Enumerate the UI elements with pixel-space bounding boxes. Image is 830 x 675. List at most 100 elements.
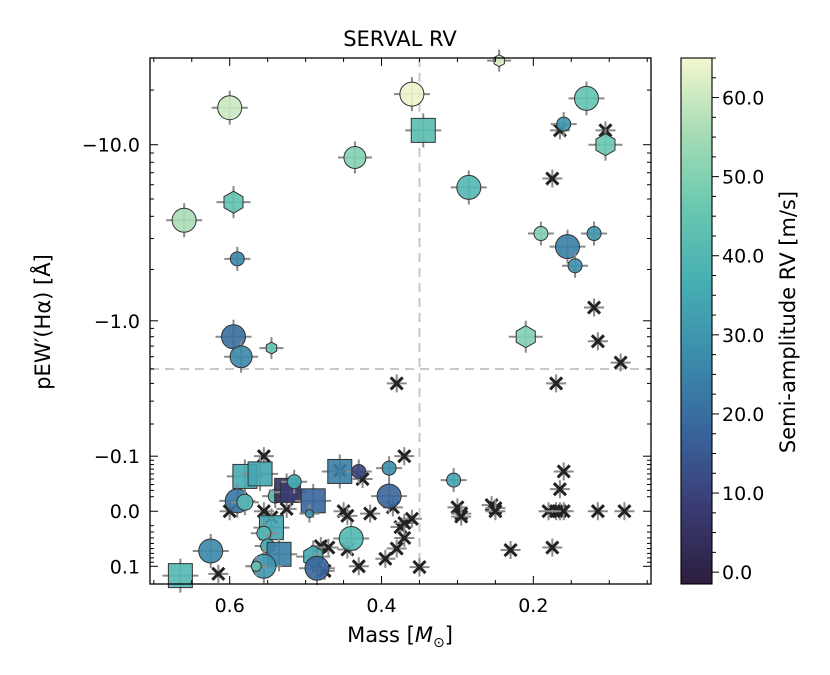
x-mark-stroke	[450, 500, 465, 515]
x-axis-label-subscript: ⊙	[433, 635, 445, 651]
colorbar-tick-label: 20.0	[722, 404, 764, 426]
x-mark-stroke	[590, 334, 605, 349]
x-mark-stroke	[404, 511, 419, 526]
x-mark-stroke	[397, 530, 412, 546]
detection-marker	[286, 474, 302, 490]
detection-marker	[250, 560, 262, 572]
y-axis-label: pEW′(Hα) [Å]	[29, 254, 55, 390]
non-detection-marker	[378, 551, 393, 566]
x-mark-stroke	[488, 504, 503, 519]
x-mark-stroke	[363, 506, 378, 521]
x-mark-stroke	[556, 464, 571, 479]
y-tick-label: 0.1	[110, 556, 140, 578]
colorbar-axis: 0.0 10.0 20.0 30.0 40.0 50.0 60.0	[712, 57, 764, 584]
detection-marker	[171, 207, 197, 233]
colorbar	[680, 57, 713, 585]
detection-marker	[586, 226, 602, 242]
reference-lines	[150, 58, 651, 584]
detection-marker	[595, 133, 616, 157]
x-mark-stroke	[549, 376, 564, 391]
colorbar-tick-label: 60.0	[722, 88, 764, 110]
detection-marker	[376, 483, 402, 509]
non-detection-marker	[503, 542, 518, 558]
x-mark-stroke	[590, 504, 605, 519]
non-detection-marker	[590, 334, 605, 349]
detection-marker	[300, 488, 326, 514]
colorbar-label: Semi-amplitude RV [m/s]	[776, 191, 800, 453]
non-detection-marker	[545, 171, 560, 186]
x-tick-label: 0.2	[518, 595, 548, 617]
detection-marker	[556, 116, 572, 132]
x-mark-stroke	[397, 449, 412, 464]
detection-marker	[555, 234, 580, 260]
y-tick-label: 0.0	[110, 501, 140, 523]
non-detection-marker	[321, 540, 336, 555]
x-mark-stroke	[389, 541, 404, 556]
x-axis: 0.6 0.4 0.2	[153, 58, 648, 617]
colorbar-tick-label: 0.0	[722, 562, 752, 584]
detection-marker	[304, 509, 314, 519]
x-mark-stroke	[556, 504, 571, 519]
x-mark-stroke	[552, 482, 567, 497]
detection-marker	[515, 325, 536, 349]
non-detection-marker	[556, 504, 571, 519]
x-mark-stroke	[389, 376, 404, 391]
non-detection-marker	[587, 300, 602, 315]
detection-marker	[456, 174, 482, 200]
x-mark-stroke	[412, 560, 427, 575]
x-tick-label: 0.6	[215, 595, 245, 617]
non-detection-marker	[613, 355, 628, 370]
detection-marker	[351, 463, 367, 479]
detection-marker	[573, 85, 599, 111]
non-detection-marker	[389, 541, 404, 556]
x-axis-label: Mass [M⊙]	[347, 623, 453, 651]
detection-marker	[399, 81, 425, 107]
detection-marker	[338, 526, 364, 552]
non-detection-marker	[556, 464, 571, 479]
detection-marker	[229, 345, 253, 369]
x-mark-stroke	[454, 509, 469, 524]
y-tick-label: −1.0	[94, 311, 140, 333]
detection-marker	[223, 190, 244, 214]
chart-title: SERVAL RV	[343, 27, 457, 51]
non-detection-marker	[545, 540, 560, 555]
x-mark-stroke	[211, 566, 226, 581]
y-tick-label: −0.1	[94, 446, 140, 468]
detection-marker	[217, 95, 243, 121]
non-detection-marker	[340, 508, 355, 523]
x-mark-stroke	[351, 559, 366, 574]
colorbar-tick-label: 10.0	[722, 483, 764, 505]
x-axis-label-symbol: M	[415, 623, 433, 647]
x-mark-stroke	[340, 508, 355, 523]
detection-marker	[198, 538, 224, 564]
x-axis-label-end: ]	[445, 623, 453, 647]
detection-marker	[229, 251, 245, 267]
non-detection-marker	[211, 566, 226, 581]
x-tick-label: 0.4	[366, 595, 396, 617]
detection-marker	[567, 258, 583, 274]
non-detection-marker	[590, 504, 605, 519]
y-axis: −10.0 −1.0 −0.1 0.0 0.1	[82, 57, 651, 578]
x-mark-stroke	[321, 540, 336, 555]
y-tick-label: −10.0	[82, 135, 140, 157]
detection-marker	[533, 226, 549, 242]
detection-marker	[343, 145, 367, 169]
non-detection-marker	[389, 376, 404, 391]
x-mark-stroke	[378, 551, 393, 566]
colorbar-tick-label: 50.0	[722, 167, 764, 189]
colorbar-tick-label: 40.0	[722, 246, 764, 268]
colorbar-tick-label: 30.0	[722, 325, 764, 347]
x-mark-stroke	[545, 540, 560, 555]
non-detection-marker	[397, 530, 412, 546]
x-axis-label-text: Mass [	[347, 623, 415, 647]
x-mark-stroke	[613, 355, 628, 370]
non-detection-marker	[552, 482, 567, 497]
x-mark-stroke	[587, 300, 602, 315]
detection-marker	[236, 493, 254, 511]
x-mark-stroke	[545, 171, 560, 186]
non-detection-marker	[397, 449, 412, 464]
non-detection-marker	[549, 376, 564, 391]
x-mark-stroke	[617, 504, 632, 519]
detection-marker	[446, 472, 462, 488]
